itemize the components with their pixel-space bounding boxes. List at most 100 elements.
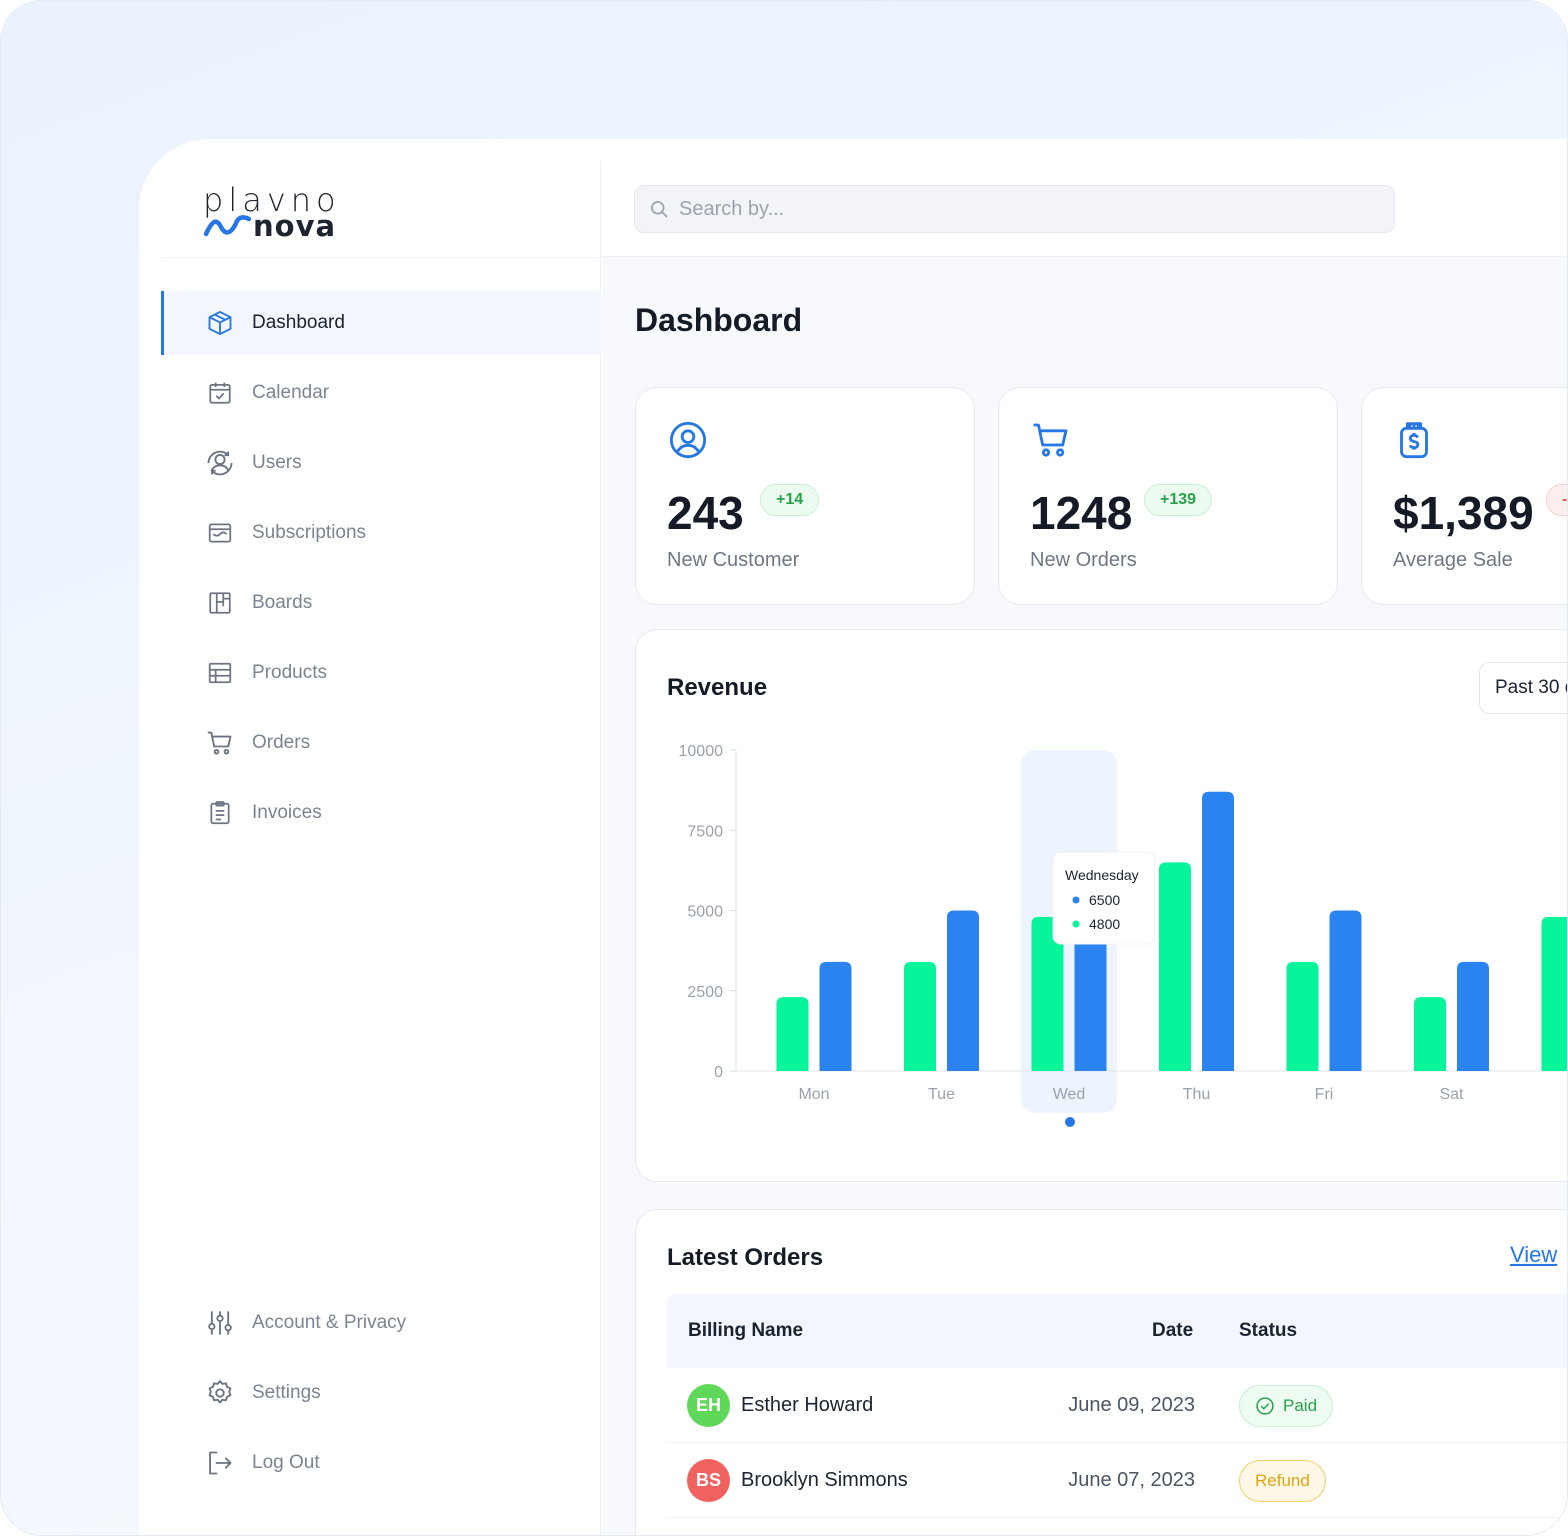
sliders-icon [205,1308,235,1338]
x-tick-label: Fri [1315,1086,1334,1103]
page-title: Dashboard [635,302,803,338]
tooltip-dot-green [1072,920,1080,928]
sidebar-item-calendar[interactable]: Calendar [161,361,601,425]
bar-tue-series-2 [947,910,979,1071]
stat-value: 243 [667,487,744,539]
bar-thu-series-2 [1202,791,1234,1071]
x-tick-label: Thu [1183,1086,1211,1103]
sidebar-item-users[interactable]: Users [161,431,601,495]
gear-icon [205,1378,235,1408]
sidebar-item-label: Orders [252,732,311,753]
orders-table: Billing Name Date Status EH Esther Howar… [667,1294,1567,1518]
bar-mon-series-1 [776,997,809,1071]
status-label: Refund [1255,1471,1310,1490]
order-date: June 09, 2023 [1068,1394,1195,1416]
stat-card-average-sale[interactable]: $1,389 - Average Sale [1361,387,1567,605]
boards-icon [205,588,235,618]
latest-orders-title: Latest Orders [667,1244,824,1271]
sidebar-item-account-privacy[interactable]: Account & Privacy [161,1291,601,1355]
column-header-date[interactable]: Date [1152,1320,1194,1341]
calendar-icon [205,378,235,408]
money-bag-icon [1394,420,1434,465]
sidebar-item-invoices[interactable]: Invoices [161,781,601,845]
check-circle-icon [1256,1397,1274,1415]
products-icon [205,658,235,688]
sidebar-item-label: Subscriptions [252,522,367,543]
bar-fri-series-2 [1329,910,1362,1071]
avatar: EH [687,1384,730,1427]
status-badge: Paid [1239,1385,1334,1427]
main-content: Dashboard 243 +14 New Customer 1248 +139… [602,139,1567,1535]
tooltip-title: Wednesday [1065,867,1139,883]
status-badge: Refund [1239,1460,1326,1502]
sidebar-item-label: Dashboard [252,312,345,333]
status-label: Paid [1283,1396,1318,1415]
column-header-status[interactable]: Status [1239,1320,1298,1341]
stat-label: Average Sale [1393,549,1513,571]
revenue-title: Revenue [667,674,768,701]
sidebar-item-logout[interactable]: Log Out [161,1431,601,1495]
cart-icon [1031,420,1071,465]
bar-fri-series-1 [1286,961,1319,1071]
logo-bottom-text: nova [253,209,337,243]
x-tick-label: Tue [928,1086,955,1103]
sidebar-item-orders[interactable]: Orders [161,711,601,775]
table-header: Billing Name Date Status [667,1294,1567,1368]
stat-card-new-customer[interactable]: 243 +14 New Customer [635,387,975,605]
x-tick-label: Mon [798,1086,829,1103]
table-row[interactable]: BS Brooklyn Simmons June 07, 2023 Refund [667,1443,1567,1518]
stat-value: $1,389 [1393,487,1534,539]
search-input[interactable] [679,197,1359,221]
column-header-billing-name[interactable]: Billing Name [688,1320,804,1341]
user-circle-icon [668,420,708,465]
stat-label: New Orders [1030,549,1137,571]
table-row[interactable]: EH Esther Howard June 09, 2023 Paid [667,1368,1567,1443]
stat-delta-badge: +139 [1144,484,1213,516]
latest-orders-card: Latest Orders View Billing Name Date Sta… [635,1209,1567,1535]
bar-s-series-1 [1541,916,1567,1071]
tooltip-value: 4800 [1089,916,1120,932]
stat-label: New Customer [667,549,800,571]
sidebar-item-label: Boards [252,592,313,613]
sidebar-item-subscriptions[interactable]: Subscriptions [161,501,601,565]
sidebar-item-dashboard[interactable]: Dashboard [161,291,601,355]
tooltip-value: 6500 [1089,892,1120,908]
logo-top-text: plavno [203,181,341,219]
logout-icon [205,1448,235,1478]
stat-delta-badge: +14 [760,484,820,516]
selected-day-dot [1065,1117,1075,1127]
search-box[interactable] [634,185,1395,233]
bar-wed-series-1 [1031,916,1064,1071]
sidebar-item-settings[interactable]: Settings [161,1361,601,1425]
sidebar-item-boards[interactable]: Boards [161,571,601,635]
y-tick-label: 7500 [687,823,723,840]
subscriptions-icon [205,518,235,548]
sidebar-divider [161,257,601,258]
bar-tue-series-1 [904,961,936,1071]
x-tick-label: Wed [1053,1086,1086,1103]
view-all-link[interactable]: View [1510,1242,1558,1267]
bar-sat-series-2 [1457,961,1489,1071]
stat-value: 1248 [1030,487,1133,539]
top-bar [602,139,1567,257]
period-dropdown[interactable]: Past 30 d [1479,662,1567,714]
billing-name: Esther Howard [741,1394,874,1416]
sidebar-item-label: Log Out [252,1452,320,1473]
cart-icon [205,728,235,758]
brand-logo[interactable]: plavno nova [203,181,403,251]
sidebar-item-label: Invoices [252,802,322,823]
bar-sat-series-1 [1414,997,1446,1071]
sidebar-item-label: Calendar [252,382,330,403]
sidebar-item-products[interactable]: Products [161,641,601,705]
sidebar-item-label: Settings [252,1382,321,1403]
invoice-icon [205,798,235,828]
stat-card-new-orders[interactable]: 1248 +139 New Orders [998,387,1338,605]
y-tick-label: 2500 [687,984,723,1001]
sidebar: plavno nova Dashboard Calendar [161,161,601,1535]
app-window: plavno nova Dashboard Calendar [139,139,1567,1535]
avatar: BS [687,1459,730,1502]
y-tick-label: 5000 [687,904,723,921]
y-tick-label: 10000 [679,743,724,760]
users-icon [205,448,235,478]
